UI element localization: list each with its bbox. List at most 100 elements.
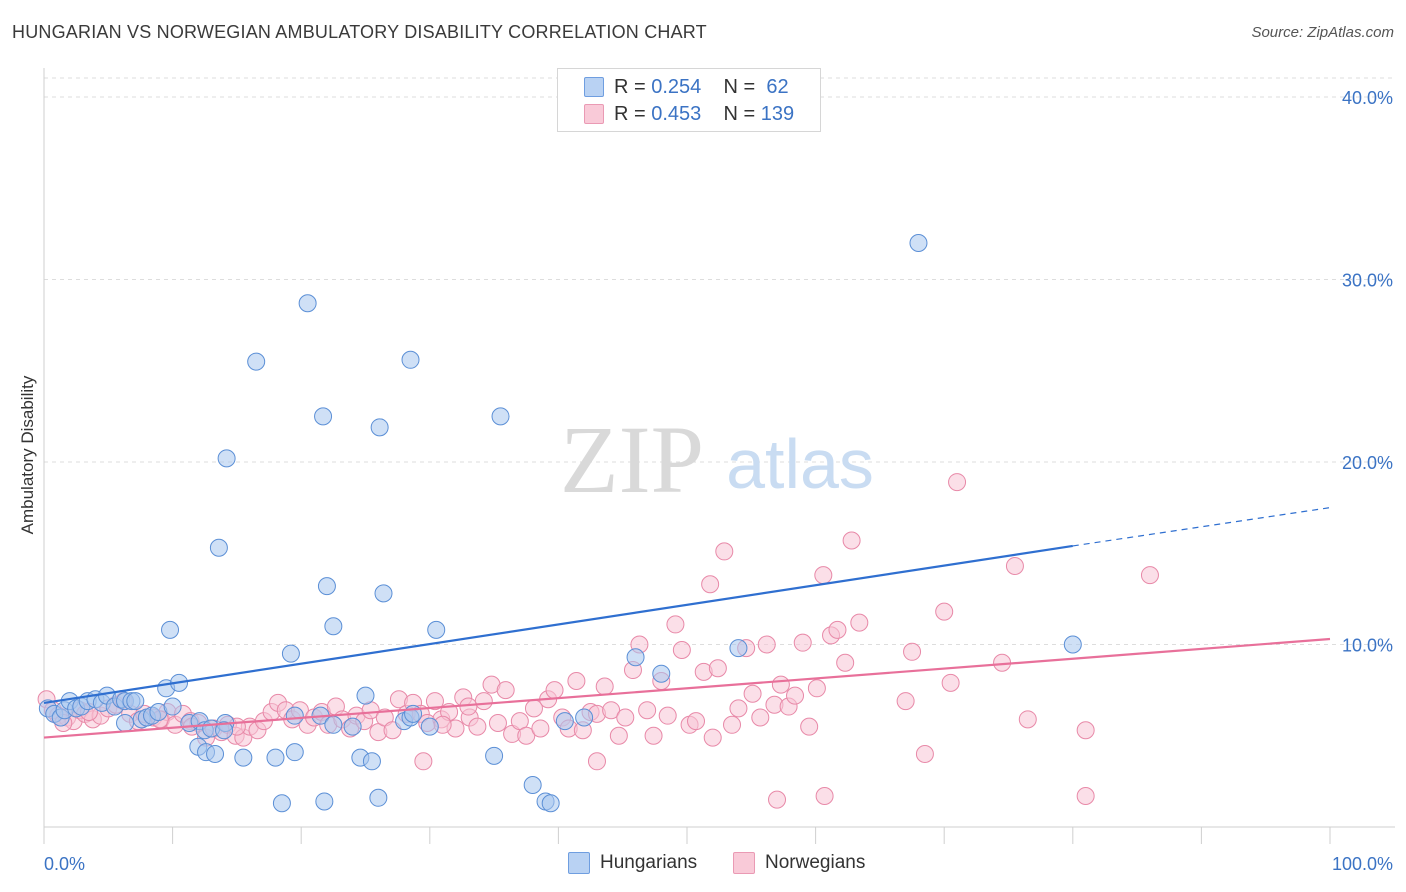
r-label: R = bbox=[614, 75, 652, 98]
y-axis-label: Ambulatory Disability bbox=[18, 375, 37, 535]
point-norwegians bbox=[595, 677, 614, 696]
legend-swatch-hungarians bbox=[568, 852, 590, 874]
point-norwegians bbox=[474, 692, 493, 711]
source-label: Source: ZipAtlas.com bbox=[1251, 24, 1394, 41]
point-norwegians bbox=[468, 717, 487, 736]
y-tick-label: 40.0% bbox=[1342, 88, 1393, 108]
gridlines bbox=[44, 77, 1395, 645]
point-norwegians bbox=[666, 615, 685, 634]
trend-line-hungarians-projection bbox=[1072, 507, 1331, 547]
point-norwegians bbox=[815, 786, 834, 805]
point-norwegians bbox=[800, 717, 819, 736]
point-norwegians bbox=[941, 673, 960, 692]
legend-label-norwegians: Norwegians bbox=[765, 852, 866, 873]
watermark-zip: ZIP bbox=[560, 406, 704, 513]
point-norwegians bbox=[751, 708, 770, 727]
point-norwegians bbox=[1076, 721, 1095, 740]
point-hungarians bbox=[541, 794, 560, 813]
point-norwegians bbox=[496, 681, 515, 700]
point-hungarians bbox=[272, 794, 291, 813]
r-value-norwegians: 0.453 bbox=[651, 102, 702, 125]
point-norwegians bbox=[807, 679, 826, 698]
point-hungarians bbox=[1063, 635, 1082, 654]
swatch-hungarians bbox=[584, 77, 604, 97]
point-hungarians bbox=[523, 776, 542, 795]
data-points bbox=[37, 234, 1159, 813]
point-norwegians bbox=[715, 542, 734, 561]
point-norwegians bbox=[896, 692, 915, 711]
point-hungarians bbox=[116, 713, 135, 732]
point-hungarians bbox=[485, 746, 504, 765]
point-norwegians bbox=[743, 684, 762, 703]
point-hungarians bbox=[370, 418, 389, 437]
legend-item-hungarians[interactable]: Hungarians bbox=[568, 852, 697, 874]
point-hungarians bbox=[206, 745, 225, 763]
y-tick-label: 20.0% bbox=[1342, 453, 1393, 473]
point-norwegians bbox=[414, 752, 433, 771]
point-hungarians bbox=[420, 717, 439, 736]
point-norwegians bbox=[609, 726, 628, 745]
point-hungarians bbox=[161, 620, 180, 639]
trend-line-hungarians bbox=[43, 544, 1073, 704]
point-norwegians bbox=[729, 699, 748, 718]
point-norwegians bbox=[425, 692, 444, 711]
point-norwegians bbox=[842, 531, 861, 550]
n-value-norwegians: 139 bbox=[760, 102, 795, 125]
point-norwegians bbox=[1140, 566, 1159, 585]
trend-lines bbox=[43, 507, 1331, 739]
point-hungarians bbox=[369, 788, 388, 807]
point-norwegians bbox=[687, 712, 706, 731]
point-hungarians bbox=[343, 717, 362, 736]
n-label: N = bbox=[723, 102, 761, 125]
point-norwegians bbox=[531, 719, 550, 738]
point-hungarians bbox=[266, 748, 285, 767]
point-hungarians bbox=[247, 352, 266, 371]
point-norwegians bbox=[1018, 710, 1037, 729]
point-norwegians bbox=[517, 726, 536, 745]
legend-item-norwegians[interactable]: Norwegians bbox=[733, 852, 865, 874]
point-hungarians bbox=[215, 721, 234, 740]
n-label: N = bbox=[723, 75, 761, 98]
stats-legend: R = 0.254 N = 62 R = 0.453 N = 139 bbox=[557, 68, 821, 132]
point-norwegians bbox=[836, 653, 855, 672]
point-hungarians bbox=[285, 743, 304, 762]
point-hungarians bbox=[362, 752, 381, 771]
point-hungarians bbox=[729, 639, 748, 658]
legend-swatch-norwegians bbox=[733, 852, 755, 874]
point-norwegians bbox=[488, 713, 507, 732]
point-norwegians bbox=[644, 726, 663, 745]
point-norwegians bbox=[771, 675, 790, 694]
point-hungarians bbox=[163, 697, 182, 716]
point-hungarians bbox=[126, 692, 145, 711]
point-norwegians bbox=[1005, 557, 1024, 576]
trend-line-norwegians bbox=[43, 637, 1331, 739]
point-norwegians bbox=[723, 715, 742, 734]
x-tick-label-min: 0.0% bbox=[44, 854, 85, 874]
point-norwegians bbox=[616, 708, 635, 727]
point-hungarians bbox=[281, 644, 300, 663]
point-norwegians bbox=[703, 728, 722, 747]
point-hungarians bbox=[555, 712, 574, 731]
point-norwegians bbox=[814, 566, 833, 585]
point-norwegians bbox=[638, 701, 657, 720]
point-norwegians bbox=[903, 642, 922, 661]
point-hungarians bbox=[427, 620, 446, 639]
n-value-hungarians: 62 bbox=[760, 75, 789, 98]
series-legend: Hungarians Norwegians bbox=[0, 852, 1406, 880]
point-hungarians bbox=[234, 748, 253, 767]
point-norwegians bbox=[708, 659, 727, 678]
point-norwegians bbox=[567, 672, 586, 690]
point-norwegians bbox=[1076, 786, 1095, 805]
point-hungarians bbox=[314, 407, 333, 426]
y-tick-label: 30.0% bbox=[1342, 271, 1393, 291]
watermark: ZIP atlas bbox=[560, 406, 874, 513]
point-norwegians bbox=[935, 602, 954, 621]
x-tick-label-max: 100.0% bbox=[1332, 854, 1393, 874]
point-norwegians bbox=[768, 790, 787, 809]
point-hungarians bbox=[217, 449, 236, 468]
watermark-atlas: atlas bbox=[726, 425, 874, 503]
point-norwegians bbox=[757, 635, 776, 654]
point-hungarians bbox=[626, 648, 645, 667]
point-hungarians bbox=[401, 350, 420, 369]
